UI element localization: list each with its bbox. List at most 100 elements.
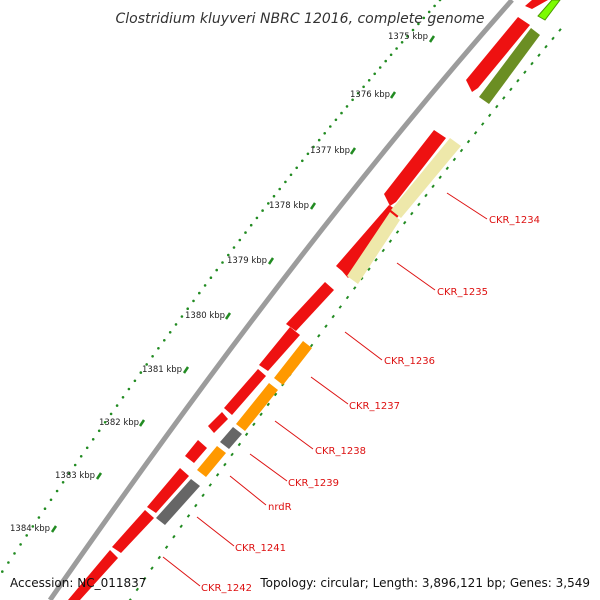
inner-scale-dash	[208, 483, 213, 487]
gene-label-ckr-1236[interactable]: CKR_1236	[384, 356, 435, 367]
inner-scale-dash	[417, 202, 421, 207]
inner-scale-dash	[381, 248, 386, 253]
scale-dot	[284, 180, 287, 184]
gene-arrow[interactable]	[68, 550, 118, 600]
scale-dot	[103, 421, 107, 424]
gene-label-ckr-1239[interactable]: CKR_1239	[288, 478, 339, 489]
gene-bar-gray[interactable]	[156, 479, 200, 525]
gene-arrow[interactable]	[112, 510, 154, 553]
scale-dot	[417, 22, 420, 26]
gene-arrow[interactable]	[185, 440, 207, 463]
gene-arrow[interactable]	[466, 17, 530, 92]
gene-label-ckr-1238[interactable]: CKR_1238	[315, 446, 366, 457]
inner-scale-dash	[558, 28, 562, 32]
scale-dot	[198, 291, 201, 295]
inner-scale-dash	[186, 514, 191, 518]
leader-line	[196, 516, 235, 547]
inner-scale-dash	[459, 148, 464, 153]
gene-arrow[interactable]	[286, 282, 334, 331]
scale-dot	[427, 10, 431, 14]
kbp-scale-ring	[1, 0, 562, 600]
scale-dot	[378, 66, 382, 69]
scale-dot	[43, 507, 47, 511]
scale-dot	[367, 79, 371, 82]
tick-mark	[138, 419, 146, 427]
scale-dot	[295, 166, 299, 170]
gene-label-nrdr[interactable]: nrdR	[268, 502, 292, 513]
scale-dot	[395, 47, 398, 50]
gene-label-ckr-1242[interactable]: CKR_1242	[201, 583, 252, 594]
scale-dot	[267, 202, 270, 205]
scale-dot	[406, 34, 409, 38]
inner-scale-dash	[164, 545, 169, 549]
tick-label-1384: 1384 kbp	[10, 524, 50, 534]
inner-scale-dash	[502, 96, 506, 100]
scale-dot	[351, 98, 354, 102]
inner-scale-dash	[324, 324, 328, 328]
gene-bar-orange[interactable]	[236, 383, 278, 431]
scale-dot	[438, 0, 442, 2]
gene-label-ckr-1234[interactable]: CKR_1234	[489, 215, 540, 226]
inner-scale-dash	[150, 566, 154, 570]
gene-bar-pale-yellow[interactable]	[347, 212, 400, 284]
inner-scale-dash	[135, 587, 140, 592]
gene-arrow[interactable]	[525, 0, 548, 9]
gene-arrow[interactable]	[147, 468, 189, 513]
gene-bar-orange[interactable]	[197, 446, 226, 477]
gene-label-ckr-1237[interactable]: CKR_1237	[349, 401, 400, 412]
inner-scale-dash	[223, 462, 227, 467]
inner-scale-dash	[537, 53, 541, 57]
scale-dot	[85, 446, 89, 450]
scale-dot	[244, 231, 247, 234]
accession-text: Accession: NC_011837	[10, 576, 146, 590]
scale-dot	[163, 339, 166, 342]
gene-bar-gray[interactable]	[220, 427, 242, 449]
scale-dot	[238, 238, 242, 242]
tick-label-1376: 1376 kbp	[350, 90, 390, 100]
tick-label-1380: 1380 kbp	[185, 311, 225, 321]
scale-dot	[384, 59, 388, 63]
gene-bar-olive[interactable]	[479, 28, 540, 104]
inner-scale-dash	[402, 220, 407, 225]
tick-mark	[389, 91, 397, 99]
inner-scale-dash	[194, 503, 198, 508]
inner-scale-dash	[495, 104, 499, 109]
inner-scale-dash	[252, 422, 256, 427]
gene-arrow[interactable]	[224, 369, 266, 415]
gene-arrow[interactable]	[259, 327, 300, 371]
tick-label-1378: 1378 kbp	[269, 201, 309, 211]
inner-scale-dash	[215, 473, 220, 477]
scale-dot	[356, 92, 360, 95]
scale-dot	[7, 561, 10, 564]
scale-dot	[255, 216, 259, 220]
inner-scale-dash	[544, 44, 548, 49]
scale-dot	[1, 570, 4, 573]
scale-dot	[227, 253, 230, 257]
gene-bar-orange[interactable]	[274, 341, 312, 385]
inner-scale-dash	[201, 493, 205, 498]
tick-mark	[182, 366, 190, 374]
scale-dot	[334, 118, 338, 122]
gene-arrow[interactable]	[384, 130, 446, 206]
gene-label-ckr-1235[interactable]: CKR_1235	[437, 287, 488, 298]
tick-mark	[50, 525, 58, 533]
inner-scale-dash	[179, 524, 183, 529]
scale-dot	[139, 371, 143, 374]
inner-scale-dash	[259, 412, 263, 417]
gene-bar-pale-yellow[interactable]	[391, 138, 461, 218]
scale-dot	[37, 516, 41, 519]
gene-arrow[interactable]	[208, 412, 228, 433]
leader-line	[446, 192, 488, 220]
gene-label-ckr-1241[interactable]: CKR_1241	[235, 543, 286, 554]
label-leader-lines	[162, 192, 488, 587]
reverse-strand-genes	[156, 0, 561, 525]
inner-scale-dash	[388, 239, 393, 243]
inner-scale-dash	[128, 598, 132, 600]
scale-dot	[389, 53, 393, 57]
inner-scale-dash	[395, 230, 400, 234]
leader-line	[249, 453, 288, 482]
leader-line	[396, 262, 436, 291]
scale-dot	[25, 534, 29, 537]
gene-bar-lime[interactable]	[537, 0, 561, 21]
